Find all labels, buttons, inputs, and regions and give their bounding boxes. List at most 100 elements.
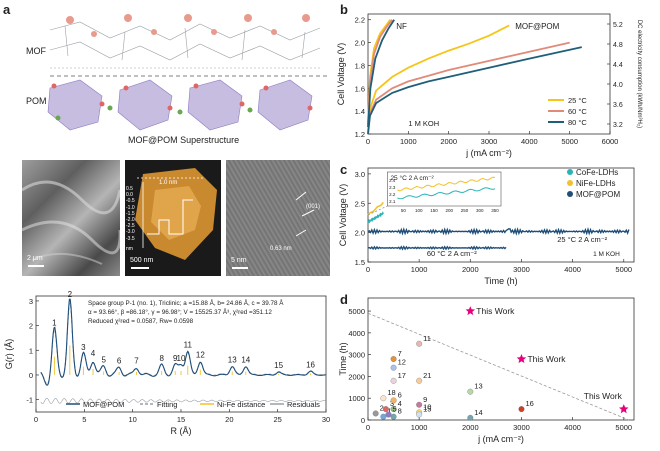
tem-dspacing-label: 0.63 nm: [270, 246, 292, 252]
x-tick-label: 1000: [400, 137, 417, 146]
x-tick-label: 3000: [513, 423, 530, 432]
pdf-line: [40, 298, 326, 386]
x-tick-label: 10: [128, 415, 136, 424]
inset-x-tick: 50: [401, 208, 407, 213]
legend-marker: [567, 191, 573, 197]
y-tick-label: 2.0: [355, 229, 365, 238]
stability-chart: 0 1000 2000 3000 4000 5000 1.5 2.0 2.5 3.0 Time (h…: [338, 167, 635, 286]
series-line: [367, 46, 582, 135]
literature-point-label: 6: [398, 390, 402, 399]
x-tick-label: 15: [177, 415, 185, 424]
afm-unit: nm: [126, 246, 133, 252]
afm-tick: -3.0: [126, 229, 135, 236]
literature-point: [390, 413, 397, 420]
legend-label: 60 °C: [568, 107, 587, 116]
inset-y-tick: 2.2: [389, 192, 396, 197]
y-tick-label: -1: [26, 396, 33, 405]
legend-label: MOF@POM: [576, 190, 620, 199]
y-tick-label: 3.0: [355, 170, 365, 179]
fit-info-line: Reduced χ²red = 0.0587, Rw= 0.0598: [88, 318, 194, 325]
peak-label: 12: [196, 350, 205, 359]
y-tick-label: 1.6: [355, 84, 365, 93]
legend-label: 80 °C: [568, 118, 587, 127]
inset-y-tick: 2.1: [389, 199, 396, 204]
y-tick-label: 2: [29, 322, 33, 331]
afm-tick: 0.5: [126, 186, 133, 192]
peak-label: 8: [159, 354, 164, 363]
peak-label: 6: [117, 357, 122, 366]
peak-label: 4: [91, 349, 96, 358]
inset-x-tick: 100: [415, 208, 423, 213]
legend-label: NiFe-LDHs: [576, 179, 616, 188]
literature-point: [416, 340, 423, 347]
mof-layer-label: MOF: [26, 46, 46, 56]
x-axis-label: R (Å): [171, 426, 192, 436]
legend-marker: [567, 169, 573, 175]
y-tick-label: 1.4: [355, 107, 365, 116]
literature-point: [467, 414, 474, 421]
series-line: [367, 227, 630, 236]
this-work-star: [465, 306, 476, 316]
inset-y-tick: 2.3: [389, 185, 396, 190]
literature-point-label: 17: [398, 371, 406, 380]
literature-point-label: 11: [423, 334, 431, 343]
series-line: [367, 201, 384, 216]
inset-x-tick: 300: [476, 208, 484, 213]
series-line: [367, 41, 570, 135]
residual-line: [40, 397, 326, 405]
x-axis-label: Time (h): [484, 276, 517, 286]
literature-point-label: 7: [398, 349, 402, 358]
literature-point: [416, 401, 423, 408]
peak-label: 2: [68, 290, 73, 299]
x-tick-label: 30: [322, 415, 330, 424]
mof-pom-structure: MOF POM MOF@POM Superstructure: [10, 8, 330, 150]
series-line: [367, 19, 395, 128]
literature-point-label: 16: [525, 399, 533, 408]
x-tick-label: 25: [273, 415, 281, 424]
peak-label: 3: [81, 343, 86, 352]
x-tick-label: 3000: [513, 265, 530, 274]
panel-c-label: c: [340, 162, 348, 177]
x-tick-label: 6000: [602, 137, 619, 146]
legend-label: Ni-Fe distance: [217, 400, 265, 409]
literature-point-label: 14: [474, 408, 482, 417]
peak-label: 14: [241, 355, 250, 364]
fit-info-line: α = 93.66°, β =86.18°, γ = 96.98°; V = 1…: [88, 307, 272, 316]
y2-tick-label: 4.8: [613, 42, 623, 49]
literature-point-label: 18: [387, 388, 395, 397]
literature-point: [518, 406, 525, 413]
literature-point: [390, 377, 397, 384]
trend-line: [367, 312, 630, 421]
this-work-label: This Work: [476, 306, 515, 316]
y-axis-label: Cell Voltage (V): [338, 184, 348, 247]
inset-title: 25 °C 2 A cm⁻²: [390, 174, 434, 182]
tem-plane-label: (001): [306, 204, 321, 210]
afm-tick: 0.0: [126, 192, 133, 199]
x-tick-label: 4000: [564, 423, 581, 432]
x-axis-label: j (mA cm⁻²): [465, 148, 512, 158]
panel-b-label: b: [340, 2, 348, 17]
literature-point-label: 1: [387, 407, 391, 416]
literature-point-label: 15: [423, 405, 431, 414]
annotation-electrolyte: 1 M KOH: [408, 119, 439, 128]
y-tick-label: 0: [29, 371, 33, 380]
y2-axis-label: DC electricity consumption (kWh/Nm³H₂): [636, 20, 642, 128]
plot-frame: [367, 13, 611, 135]
inset-x-tick: 250: [461, 208, 469, 213]
y-tick-label: 1: [29, 346, 33, 355]
series-line: [367, 211, 384, 224]
literature-point-label: 8: [398, 407, 402, 416]
literature-point: [382, 406, 389, 413]
tem-scale-bar: 5 nm: [231, 257, 247, 264]
this-work-label: This Work: [584, 391, 623, 401]
annotation-25c: 25 °C 2 A cm⁻²: [557, 235, 607, 244]
tem-image: (001) 0.63 nm 5 nm: [226, 160, 330, 276]
afm-tick: -1.5: [126, 210, 135, 217]
x-tick-label: 1000: [411, 423, 428, 432]
literature-point: [416, 411, 423, 418]
series-line: [367, 24, 510, 132]
this-work-label: This Work: [527, 354, 566, 364]
polarization-chart: 0 1000 2000 3000 4000 5000 6000 1.2 1.4 1.6 1.8 2.0…: [336, 13, 642, 158]
y-axis-label: Cell Voltage (V): [336, 43, 346, 106]
